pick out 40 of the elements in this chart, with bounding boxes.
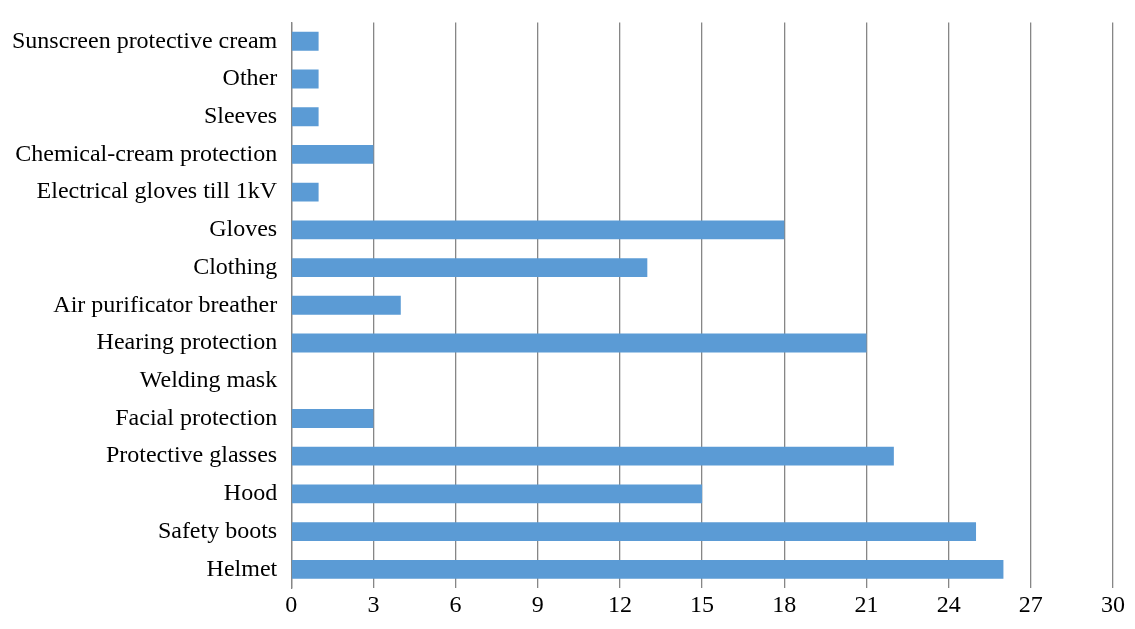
y-tick-label: Air purificator breather <box>53 290 278 317</box>
x-tick-label: 21 <box>854 590 879 617</box>
y-tick-label: Other <box>222 64 278 91</box>
x-tick-label: 30 <box>1101 590 1125 617</box>
y-tick-label: Hood <box>223 479 278 506</box>
bar <box>291 220 785 240</box>
bar <box>291 409 374 428</box>
bar <box>291 559 1004 579</box>
bar <box>291 522 977 542</box>
bar <box>291 295 401 315</box>
bar <box>291 182 319 202</box>
y-tick-label: Gloves <box>209 215 278 242</box>
y-tick-label: Helmet <box>206 554 278 581</box>
bar <box>291 144 374 164</box>
x-tick-label: 15 <box>690 590 715 617</box>
x-tick-label: 18 <box>772 590 797 617</box>
y-tick-label: Sleeves <box>203 102 278 128</box>
y-tick-label: Sunscreen protective cream <box>11 26 278 53</box>
bar <box>291 484 703 504</box>
y-tick-label: Electrical gloves till 1kV <box>36 177 278 204</box>
x-tick-label: 24 <box>936 590 961 617</box>
x-tick-label: 9 <box>531 590 544 617</box>
bar <box>291 69 319 89</box>
bar <box>291 446 894 466</box>
x-tick-label: 12 <box>607 590 632 617</box>
bar <box>291 31 319 51</box>
bar <box>291 107 319 127</box>
x-tick-label: 0 <box>285 590 298 617</box>
bar <box>291 333 867 353</box>
y-tick-label: Facial protection <box>115 403 278 430</box>
bar <box>291 258 648 278</box>
x-tick-label: 6 <box>449 590 462 617</box>
x-tick-label: 3 <box>367 590 380 617</box>
y-tick-label: Protective glasses <box>105 441 278 468</box>
y-tick-label: Safety boots <box>157 516 278 543</box>
y-tick-label: Clothing <box>193 252 278 279</box>
y-tick-label: Welding mask <box>139 366 278 393</box>
y-tick-label: Chemical-cream protection <box>15 139 278 166</box>
x-tick-label: 27 <box>1018 590 1043 617</box>
y-tick-label: Hearing protection <box>96 328 278 355</box>
